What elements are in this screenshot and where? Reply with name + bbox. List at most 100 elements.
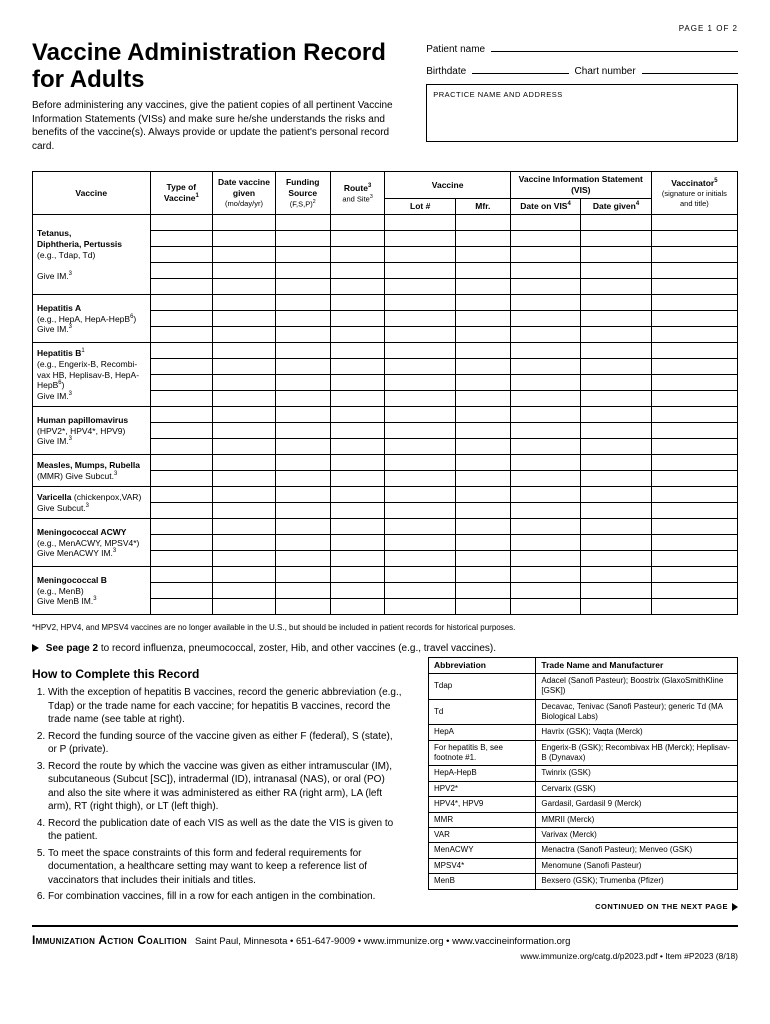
data-cell[interactable] bbox=[213, 295, 276, 311]
data-cell[interactable] bbox=[213, 311, 276, 327]
data-cell[interactable] bbox=[213, 327, 276, 343]
data-cell[interactable] bbox=[455, 295, 510, 311]
data-cell[interactable] bbox=[651, 439, 737, 455]
data-cell[interactable] bbox=[275, 455, 330, 471]
data-cell[interactable] bbox=[651, 487, 737, 503]
data-cell[interactable] bbox=[581, 519, 651, 535]
data-cell[interactable] bbox=[275, 279, 330, 295]
data-cell[interactable] bbox=[213, 567, 276, 583]
data-cell[interactable] bbox=[455, 487, 510, 503]
data-cell[interactable] bbox=[510, 439, 580, 455]
data-cell[interactable] bbox=[213, 439, 276, 455]
data-cell[interactable] bbox=[510, 471, 580, 487]
data-cell[interactable] bbox=[385, 503, 455, 519]
data-cell[interactable] bbox=[385, 519, 455, 535]
patient-name-field[interactable] bbox=[491, 40, 738, 52]
data-cell[interactable] bbox=[275, 295, 330, 311]
data-cell[interactable] bbox=[455, 343, 510, 359]
table-row[interactable]: Meningococcal B(e.g., MenB)Give MenB IM.… bbox=[33, 567, 738, 583]
data-cell[interactable] bbox=[150, 599, 213, 615]
data-cell[interactable] bbox=[330, 455, 385, 471]
data-cell[interactable] bbox=[455, 423, 510, 439]
data-cell[interactable] bbox=[385, 535, 455, 551]
data-cell[interactable] bbox=[385, 247, 455, 263]
data-cell[interactable] bbox=[510, 423, 580, 439]
data-cell[interactable] bbox=[510, 391, 580, 407]
data-cell[interactable] bbox=[213, 263, 276, 279]
data-cell[interactable] bbox=[510, 231, 580, 247]
data-cell[interactable] bbox=[651, 279, 737, 295]
data-cell[interactable] bbox=[581, 567, 651, 583]
birthdate-field[interactable] bbox=[472, 62, 568, 74]
data-cell[interactable] bbox=[651, 231, 737, 247]
data-cell[interactable] bbox=[581, 215, 651, 231]
data-cell[interactable] bbox=[581, 311, 651, 327]
data-cell[interactable] bbox=[275, 439, 330, 455]
data-cell[interactable] bbox=[330, 407, 385, 423]
data-cell[interactable] bbox=[275, 583, 330, 599]
data-cell[interactable] bbox=[150, 455, 213, 471]
data-cell[interactable] bbox=[213, 535, 276, 551]
data-cell[interactable] bbox=[213, 551, 276, 567]
data-cell[interactable] bbox=[581, 455, 651, 471]
data-cell[interactable] bbox=[581, 231, 651, 247]
data-cell[interactable] bbox=[213, 599, 276, 615]
data-cell[interactable] bbox=[275, 407, 330, 423]
data-cell[interactable] bbox=[213, 279, 276, 295]
data-cell[interactable] bbox=[213, 375, 276, 391]
data-cell[interactable] bbox=[330, 439, 385, 455]
data-cell[interactable] bbox=[651, 263, 737, 279]
data-cell[interactable] bbox=[330, 375, 385, 391]
data-cell[interactable] bbox=[150, 439, 213, 455]
data-cell[interactable] bbox=[581, 359, 651, 375]
table-row[interactable]: Varicella (chickenpox,VAR)Give Subcut.3 bbox=[33, 487, 738, 503]
data-cell[interactable] bbox=[150, 471, 213, 487]
table-row[interactable]: Human papillomavirus(HPV2*, HPV4*, HPV9)… bbox=[33, 407, 738, 423]
data-cell[interactable] bbox=[455, 231, 510, 247]
data-cell[interactable] bbox=[510, 487, 580, 503]
data-cell[interactable] bbox=[275, 375, 330, 391]
data-cell[interactable] bbox=[385, 375, 455, 391]
data-cell[interactable] bbox=[581, 599, 651, 615]
data-cell[interactable] bbox=[150, 295, 213, 311]
data-cell[interactable] bbox=[385, 487, 455, 503]
data-cell[interactable] bbox=[455, 471, 510, 487]
data-cell[interactable] bbox=[213, 423, 276, 439]
data-cell[interactable] bbox=[330, 279, 385, 295]
data-cell[interactable] bbox=[455, 391, 510, 407]
data-cell[interactable] bbox=[581, 487, 651, 503]
data-cell[interactable] bbox=[275, 343, 330, 359]
data-cell[interactable] bbox=[150, 231, 213, 247]
data-cell[interactable] bbox=[330, 295, 385, 311]
data-cell[interactable] bbox=[150, 311, 213, 327]
data-cell[interactable] bbox=[213, 247, 276, 263]
data-cell[interactable] bbox=[150, 343, 213, 359]
data-cell[interactable] bbox=[455, 519, 510, 535]
data-cell[interactable] bbox=[330, 359, 385, 375]
data-cell[interactable] bbox=[275, 215, 330, 231]
data-cell[interactable] bbox=[651, 583, 737, 599]
data-cell[interactable] bbox=[275, 263, 330, 279]
data-cell[interactable] bbox=[385, 471, 455, 487]
data-cell[interactable] bbox=[385, 439, 455, 455]
data-cell[interactable] bbox=[150, 503, 213, 519]
data-cell[interactable] bbox=[385, 263, 455, 279]
practice-box[interactable]: PRACTICE NAME AND ADDRESS bbox=[426, 84, 738, 142]
table-row[interactable]: Meningococcal ACWY(e.g., MenACWY, MPSV4*… bbox=[33, 519, 738, 535]
data-cell[interactable] bbox=[213, 231, 276, 247]
data-cell[interactable] bbox=[330, 263, 385, 279]
data-cell[interactable] bbox=[330, 471, 385, 487]
data-cell[interactable] bbox=[581, 503, 651, 519]
chart-number-field[interactable] bbox=[642, 62, 738, 74]
data-cell[interactable] bbox=[275, 391, 330, 407]
data-cell[interactable] bbox=[651, 503, 737, 519]
data-cell[interactable] bbox=[275, 535, 330, 551]
data-cell[interactable] bbox=[651, 359, 737, 375]
data-cell[interactable] bbox=[581, 439, 651, 455]
data-cell[interactable] bbox=[651, 343, 737, 359]
data-cell[interactable] bbox=[455, 535, 510, 551]
data-cell[interactable] bbox=[385, 455, 455, 471]
data-cell[interactable] bbox=[213, 583, 276, 599]
data-cell[interactable] bbox=[581, 391, 651, 407]
data-cell[interactable] bbox=[275, 599, 330, 615]
